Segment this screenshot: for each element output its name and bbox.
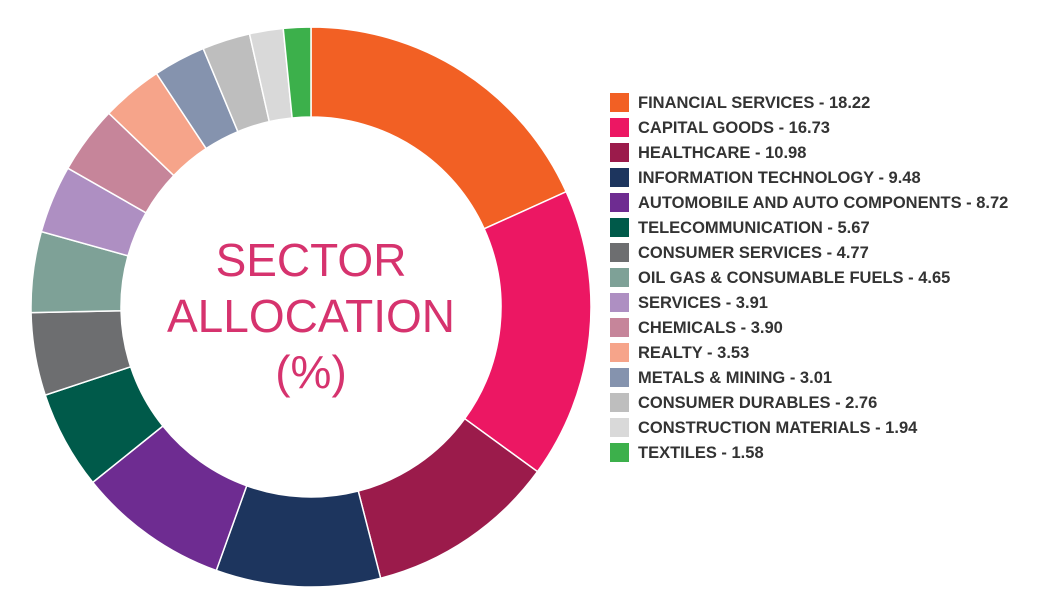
legend-entry: FINANCIAL SERVICES - 18.22 — [610, 92, 1030, 114]
legend-label: TELECOMMUNICATION - 5.67 — [638, 219, 870, 237]
legend-swatch — [610, 318, 629, 337]
legend: FINANCIAL SERVICES - 18.22 CAPITAL GOODS … — [610, 92, 1030, 467]
legend-entry: SERVICES - 3.91 — [610, 292, 1030, 314]
chart-title: SECTOR ALLOCATION (%) — [167, 234, 455, 398]
legend-swatch — [610, 118, 629, 137]
legend-label: CONSTRUCTION MATERIALS - 1.94 — [638, 419, 918, 437]
legend-label: AUTOMOBILE AND AUTO COMPONENTS - 8.72 — [638, 194, 1009, 212]
legend-swatch — [610, 393, 629, 412]
legend-label: FINANCIAL SERVICES - 18.22 — [638, 94, 871, 112]
legend-label: REALTY - 3.53 — [638, 344, 750, 362]
legend-label: INFORMATION TECHNOLOGY - 9.48 — [638, 169, 921, 187]
legend-swatch — [610, 168, 629, 187]
legend-swatch — [610, 293, 629, 312]
legend-swatch — [610, 193, 629, 212]
legend-swatch — [610, 218, 629, 237]
legend-swatch — [610, 368, 629, 387]
donut-slice — [463, 190, 592, 473]
legend-entry: CONSTRUCTION MATERIALS - 1.94 — [610, 417, 1030, 439]
legend-swatch — [610, 443, 629, 462]
donut-slice — [282, 26, 312, 119]
legend-entry: CHEMICALS - 3.90 — [610, 317, 1030, 339]
legend-swatch — [610, 418, 629, 437]
legend-label: CONSUMER SERVICES - 4.77 — [638, 244, 869, 262]
legend-label: CHEMICALS - 3.90 — [638, 319, 783, 337]
legend-label: SERVICES - 3.91 — [638, 294, 768, 312]
legend-swatch — [610, 268, 629, 287]
legend-label: HEALTHCARE - 10.98 — [638, 144, 807, 162]
legend-label: CONSUMER DURABLES - 2.76 — [638, 394, 878, 412]
legend-swatch — [610, 143, 629, 162]
legend-entry: OIL GAS & CONSUMABLE FUELS - 4.65 — [610, 267, 1030, 289]
legend-entry: TEXTILES - 1.58 — [610, 442, 1030, 464]
legend-label: METALS & MINING - 3.01 — [638, 369, 833, 387]
legend-entry: METALS & MINING - 3.01 — [610, 367, 1030, 389]
legend-entry: REALTY - 3.53 — [610, 342, 1030, 364]
legend-entry: TELECOMMUNICATION - 5.67 — [610, 217, 1030, 239]
legend-entry: CONSUMER SERVICES - 4.77 — [610, 242, 1030, 264]
legend-swatch — [610, 93, 629, 112]
legend-label: OIL GAS & CONSUMABLE FUELS - 4.65 — [638, 269, 951, 287]
legend-label: TEXTILES - 1.58 — [638, 444, 764, 462]
legend-entry: CONSUMER DURABLES - 2.76 — [610, 392, 1030, 414]
legend-entry: CAPITAL GOODS - 16.73 — [610, 117, 1030, 139]
legend-swatch — [610, 343, 629, 362]
legend-entry: HEALTHCARE - 10.98 — [610, 142, 1030, 164]
legend-entry: INFORMATION TECHNOLOGY - 9.48 — [610, 167, 1030, 189]
legend-label: CAPITAL GOODS - 16.73 — [638, 119, 830, 137]
legend-swatch — [610, 243, 629, 262]
donut-slice — [310, 26, 568, 230]
legend-entry: AUTOMOBILE AND AUTO COMPONENTS - 8.72 — [610, 192, 1030, 214]
